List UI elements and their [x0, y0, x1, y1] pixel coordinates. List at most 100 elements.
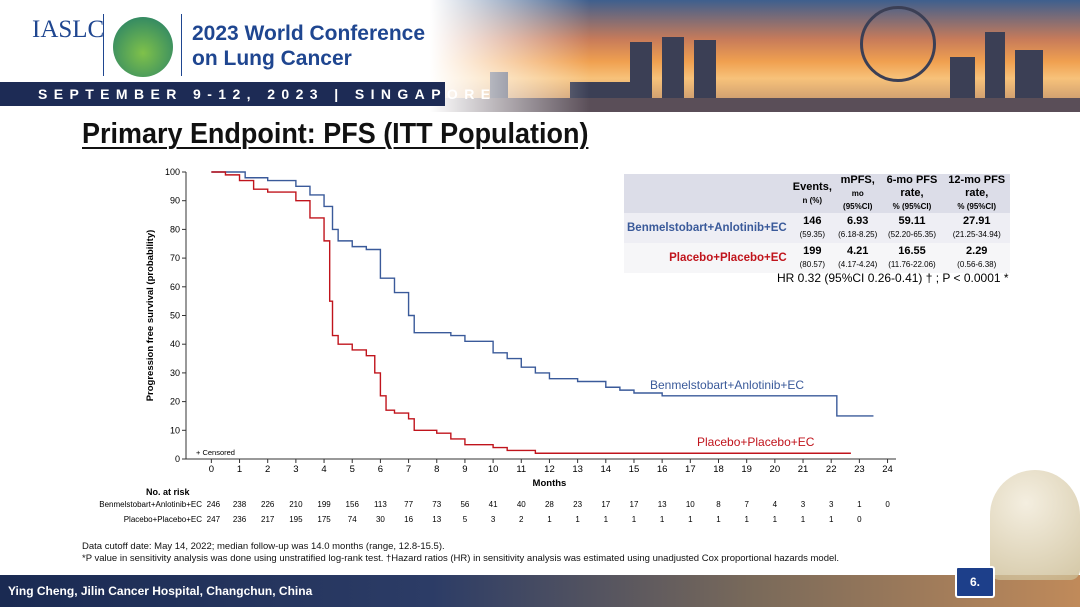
cell: 6.93 (6.18-8.25): [834, 213, 881, 243]
x-tick-label: 9: [462, 464, 467, 475]
x-tick-label: 2: [265, 464, 270, 475]
cell-ci: (21.25-34.94): [952, 230, 1001, 239]
footer-band: [0, 575, 1080, 607]
x-tick-label: 23: [854, 464, 865, 475]
risk-value: 1: [716, 515, 721, 524]
risk-value: 226: [261, 500, 275, 509]
header-row: Events, n (%) mPFS, mo (95%CI) 6-mo PFS ra…: [624, 174, 1010, 213]
cell-value: 59.11: [898, 215, 926, 227]
row-name: Placebo+Placebo+EC: [624, 243, 790, 273]
y-tick-label: 90: [170, 196, 180, 206]
risk-value: 175: [317, 515, 331, 524]
series-label: Benmelstobart+Anlotinib+EC: [650, 378, 804, 392]
summary-table: Events, n (%) mPFS, mo (95%CI) 6-mo PFS ra…: [624, 174, 1010, 273]
y-tick-label: 60: [170, 282, 180, 292]
y-tick-label: 100: [165, 167, 180, 177]
col-sub: n (%): [802, 195, 823, 205]
risk-value: 156: [346, 500, 360, 509]
x-tick-label: 20: [770, 464, 781, 475]
x-tick-label: 24: [882, 464, 893, 475]
risk-value: 77: [404, 500, 413, 509]
x-tick-label: 14: [601, 464, 612, 475]
x-tick-label: 16: [657, 464, 668, 475]
page-number: 6.: [955, 566, 995, 598]
x-tick-label: 4: [321, 464, 326, 475]
cell-value: 4.21: [846, 245, 869, 257]
risk-value: 217: [261, 515, 275, 524]
cell-value: 27.91: [962, 215, 991, 227]
table-row: Placebo+Placebo+EC 199 (80.57) 4.21 (4.17-4.…: [624, 243, 1010, 273]
cell-ci: (52.20-65.35): [887, 230, 936, 239]
cell: 16.55 (11.76-22.06): [880, 243, 944, 273]
cell-ci: (11.76-22.06): [888, 260, 936, 269]
x-tick-label: 18: [713, 464, 724, 475]
conference-title: on Lung Cancer: [192, 47, 352, 70]
y-tick-label: 30: [170, 368, 180, 378]
y-tick-label: 40: [170, 339, 180, 349]
hr-note: HR 0.32 (95%CI 0.26-0.41) † ; P < 0.0001…: [777, 271, 1009, 285]
cell-value: 2.29: [966, 245, 988, 257]
censored-note: + Censored: [196, 448, 235, 457]
cell-ci: (6.18-8.25): [838, 230, 878, 239]
y-tick-label: 0: [175, 454, 180, 464]
footer: Ying Cheng, Jilin Cancer Hospital, Chang…: [8, 584, 313, 598]
risk-value: 17: [601, 500, 610, 509]
risk-value: 10: [686, 500, 695, 509]
risk-value: 2: [519, 515, 524, 524]
risk-value: 199: [317, 500, 331, 509]
cell: 2.29 (0.56-6.38): [943, 243, 1010, 273]
x-tick-label: 22: [826, 464, 837, 475]
risk-value: 28: [545, 500, 554, 509]
cell-value: 16.55: [898, 245, 926, 257]
y-tick-label: 10: [170, 425, 180, 435]
x-tick-label: 11: [516, 464, 526, 475]
risk-value: 74: [348, 515, 357, 524]
risk-value: 23: [573, 500, 582, 509]
risk-value: 5: [463, 515, 468, 524]
risk-value: 30: [376, 515, 385, 524]
x-tick-label: 3: [293, 464, 298, 475]
risk-value: 195: [289, 515, 303, 524]
y-axis-label: Progression free survival (probability): [145, 230, 156, 402]
cell-ci: (59.35): [799, 230, 825, 239]
risk-value: 0: [857, 515, 862, 524]
slide-title: Primary Endpoint: PFS (ITT Population): [82, 118, 589, 150]
col-sub: mo (95%CI): [843, 189, 873, 211]
divider: [103, 14, 104, 76]
cell: 59.11 (52.20-65.35): [880, 213, 944, 243]
risk-row-name: Benmelstobart+Anlotinib+EC: [99, 500, 202, 509]
risk-value: 0: [885, 500, 890, 509]
risk-value: 13: [658, 500, 667, 509]
risk-value: 1: [829, 515, 834, 524]
risk-value: 1: [575, 515, 580, 524]
risk-value: 40: [517, 500, 526, 509]
cell: [624, 174, 790, 213]
risk-value: 1: [773, 515, 778, 524]
cell: 146 (59.35): [789, 213, 835, 243]
x-tick-label: 12: [544, 464, 555, 475]
cell: 199 (80.57): [789, 243, 835, 273]
y-tick-label: 70: [170, 253, 180, 263]
y-tick-label: 20: [170, 397, 180, 407]
risk-value: 210: [289, 500, 303, 509]
risk-value: 247: [207, 515, 221, 524]
risk-value: 8: [716, 500, 721, 509]
x-tick-label: 21: [798, 464, 809, 475]
risk-value: 3: [801, 500, 806, 509]
cell: 6-mo PFS rate, % (95%CI): [880, 174, 944, 213]
risk-value: 1: [744, 515, 749, 524]
cell-value: 199: [803, 245, 822, 257]
col-head: 6-mo PFS rate,: [886, 174, 938, 199]
risk-value: 238: [233, 500, 247, 509]
risk-value: 246: [207, 500, 221, 509]
risk-value: 1: [632, 515, 637, 524]
x-tick-label: 1: [237, 464, 242, 475]
risk-value: 13: [432, 515, 441, 524]
x-tick-label: 17: [685, 464, 696, 475]
cell-ci: (80.57): [799, 260, 825, 269]
cell: mPFS, mo (95%CI): [834, 174, 881, 213]
risk-value: 16: [404, 515, 413, 524]
risk-value: 1: [604, 515, 609, 524]
